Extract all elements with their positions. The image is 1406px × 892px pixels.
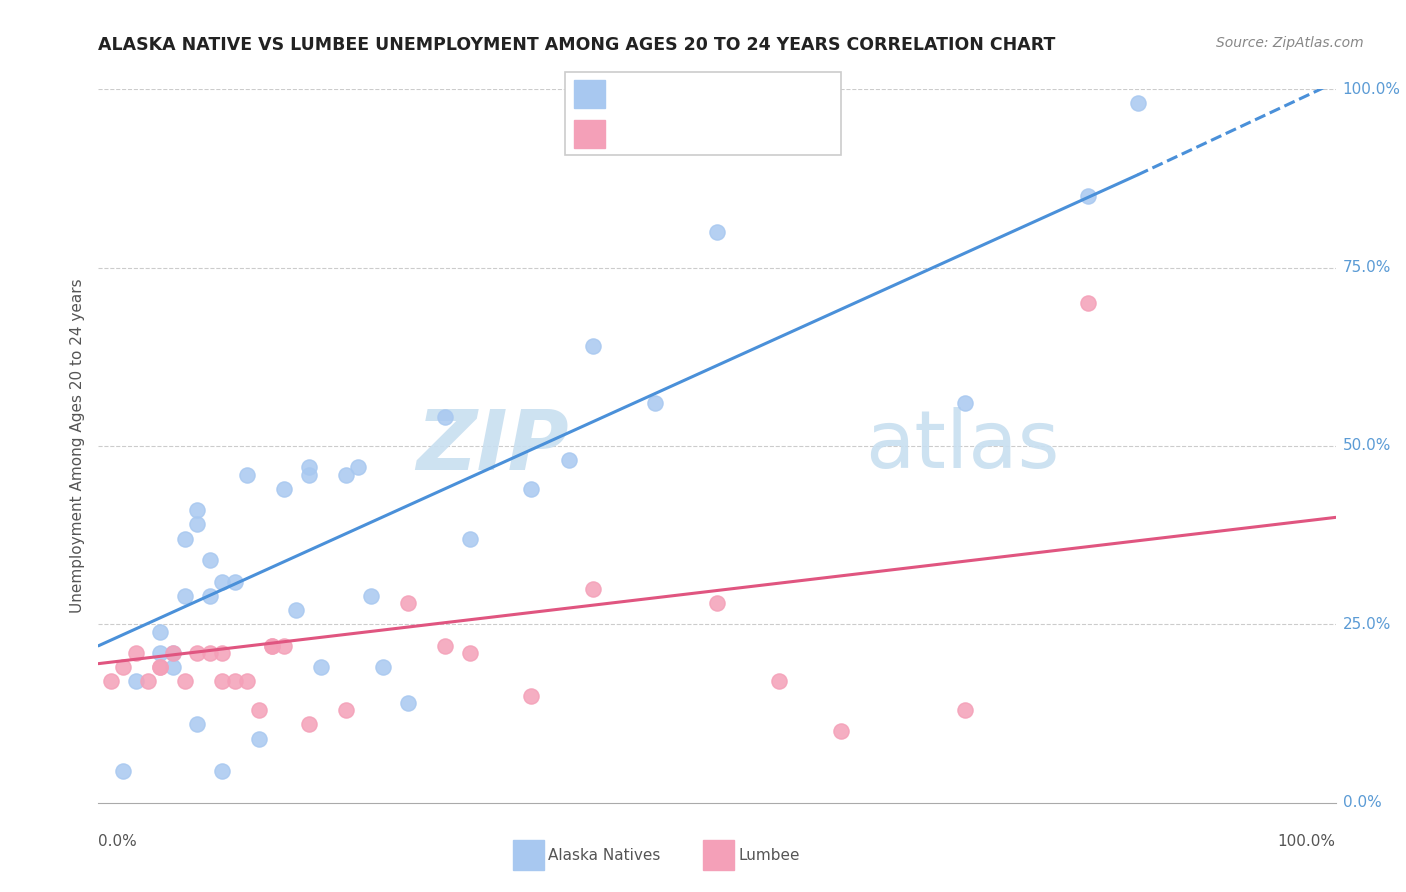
Point xyxy=(1077,189,1099,203)
Text: 0.205: 0.205 xyxy=(669,124,724,142)
Point xyxy=(198,553,221,567)
Point xyxy=(1126,96,1149,111)
Point xyxy=(335,467,357,482)
Text: 25.0%: 25.0% xyxy=(1343,617,1391,632)
Point xyxy=(768,674,790,689)
Point xyxy=(706,596,728,610)
Point xyxy=(582,582,605,596)
Point xyxy=(211,674,233,689)
Point xyxy=(458,646,481,660)
Point xyxy=(136,674,159,689)
Point xyxy=(211,574,233,589)
Text: Source: ZipAtlas.com: Source: ZipAtlas.com xyxy=(1216,36,1364,50)
Point xyxy=(162,660,184,674)
Text: 75.0%: 75.0% xyxy=(1343,260,1391,275)
Text: ZIP: ZIP xyxy=(416,406,568,486)
Point xyxy=(371,660,394,674)
Y-axis label: Unemployment Among Ages 20 to 24 years: Unemployment Among Ages 20 to 24 years xyxy=(69,278,84,614)
Point xyxy=(186,646,208,660)
Text: atlas: atlas xyxy=(866,407,1060,485)
Point xyxy=(186,517,208,532)
Point xyxy=(273,639,295,653)
Point xyxy=(224,574,246,589)
Point xyxy=(236,467,259,482)
Point xyxy=(236,674,259,689)
Point xyxy=(174,532,197,546)
Point xyxy=(124,646,146,660)
Bar xyxy=(574,80,605,108)
Point xyxy=(211,646,233,660)
Point xyxy=(953,396,976,410)
Point xyxy=(112,764,135,778)
Point xyxy=(162,646,184,660)
Point xyxy=(211,764,233,778)
Point xyxy=(198,589,221,603)
Point xyxy=(247,703,270,717)
Point xyxy=(174,674,197,689)
Point xyxy=(953,703,976,717)
Point xyxy=(298,460,321,475)
Point xyxy=(520,689,543,703)
Point xyxy=(162,646,184,660)
Text: 38: 38 xyxy=(779,86,803,103)
Point xyxy=(149,646,172,660)
Point xyxy=(706,225,728,239)
Point xyxy=(557,453,579,467)
Point xyxy=(112,660,135,674)
Point xyxy=(247,731,270,746)
Text: N =: N = xyxy=(731,86,770,103)
Point xyxy=(273,482,295,496)
Point xyxy=(582,339,605,353)
Point xyxy=(124,674,146,689)
Point xyxy=(1077,296,1099,310)
Text: 0.483: 0.483 xyxy=(669,86,724,103)
Point xyxy=(298,467,321,482)
Point xyxy=(309,660,332,674)
Text: R =: R = xyxy=(616,86,654,103)
Point xyxy=(149,660,172,674)
Point xyxy=(433,639,456,653)
Point xyxy=(198,646,221,660)
Point xyxy=(285,603,308,617)
Text: 30: 30 xyxy=(779,124,803,142)
Point xyxy=(149,624,172,639)
Point xyxy=(224,674,246,689)
Text: 50.0%: 50.0% xyxy=(1343,439,1391,453)
Text: 100.0%: 100.0% xyxy=(1278,834,1336,849)
Text: R =: R = xyxy=(616,124,654,142)
Text: 0.0%: 0.0% xyxy=(98,834,138,849)
Point xyxy=(298,717,321,731)
Point xyxy=(396,596,419,610)
Point xyxy=(186,503,208,517)
Point xyxy=(644,396,666,410)
Text: 0.0%: 0.0% xyxy=(1343,796,1382,810)
Point xyxy=(149,660,172,674)
FancyBboxPatch shape xyxy=(565,72,841,155)
Text: 100.0%: 100.0% xyxy=(1343,82,1400,96)
Point xyxy=(260,639,283,653)
Point xyxy=(335,703,357,717)
Point xyxy=(520,482,543,496)
Text: Alaska Natives: Alaska Natives xyxy=(548,848,661,863)
Point xyxy=(360,589,382,603)
Point xyxy=(186,717,208,731)
Point xyxy=(458,532,481,546)
Bar xyxy=(574,120,605,147)
Text: N =: N = xyxy=(731,124,770,142)
Text: ALASKA NATIVE VS LUMBEE UNEMPLOYMENT AMONG AGES 20 TO 24 YEARS CORRELATION CHART: ALASKA NATIVE VS LUMBEE UNEMPLOYMENT AMO… xyxy=(98,36,1056,54)
Point xyxy=(174,589,197,603)
Point xyxy=(260,639,283,653)
Point xyxy=(347,460,370,475)
Point xyxy=(100,674,122,689)
Text: Lumbee: Lumbee xyxy=(738,848,800,863)
Point xyxy=(830,724,852,739)
Point xyxy=(396,696,419,710)
Point xyxy=(433,410,456,425)
